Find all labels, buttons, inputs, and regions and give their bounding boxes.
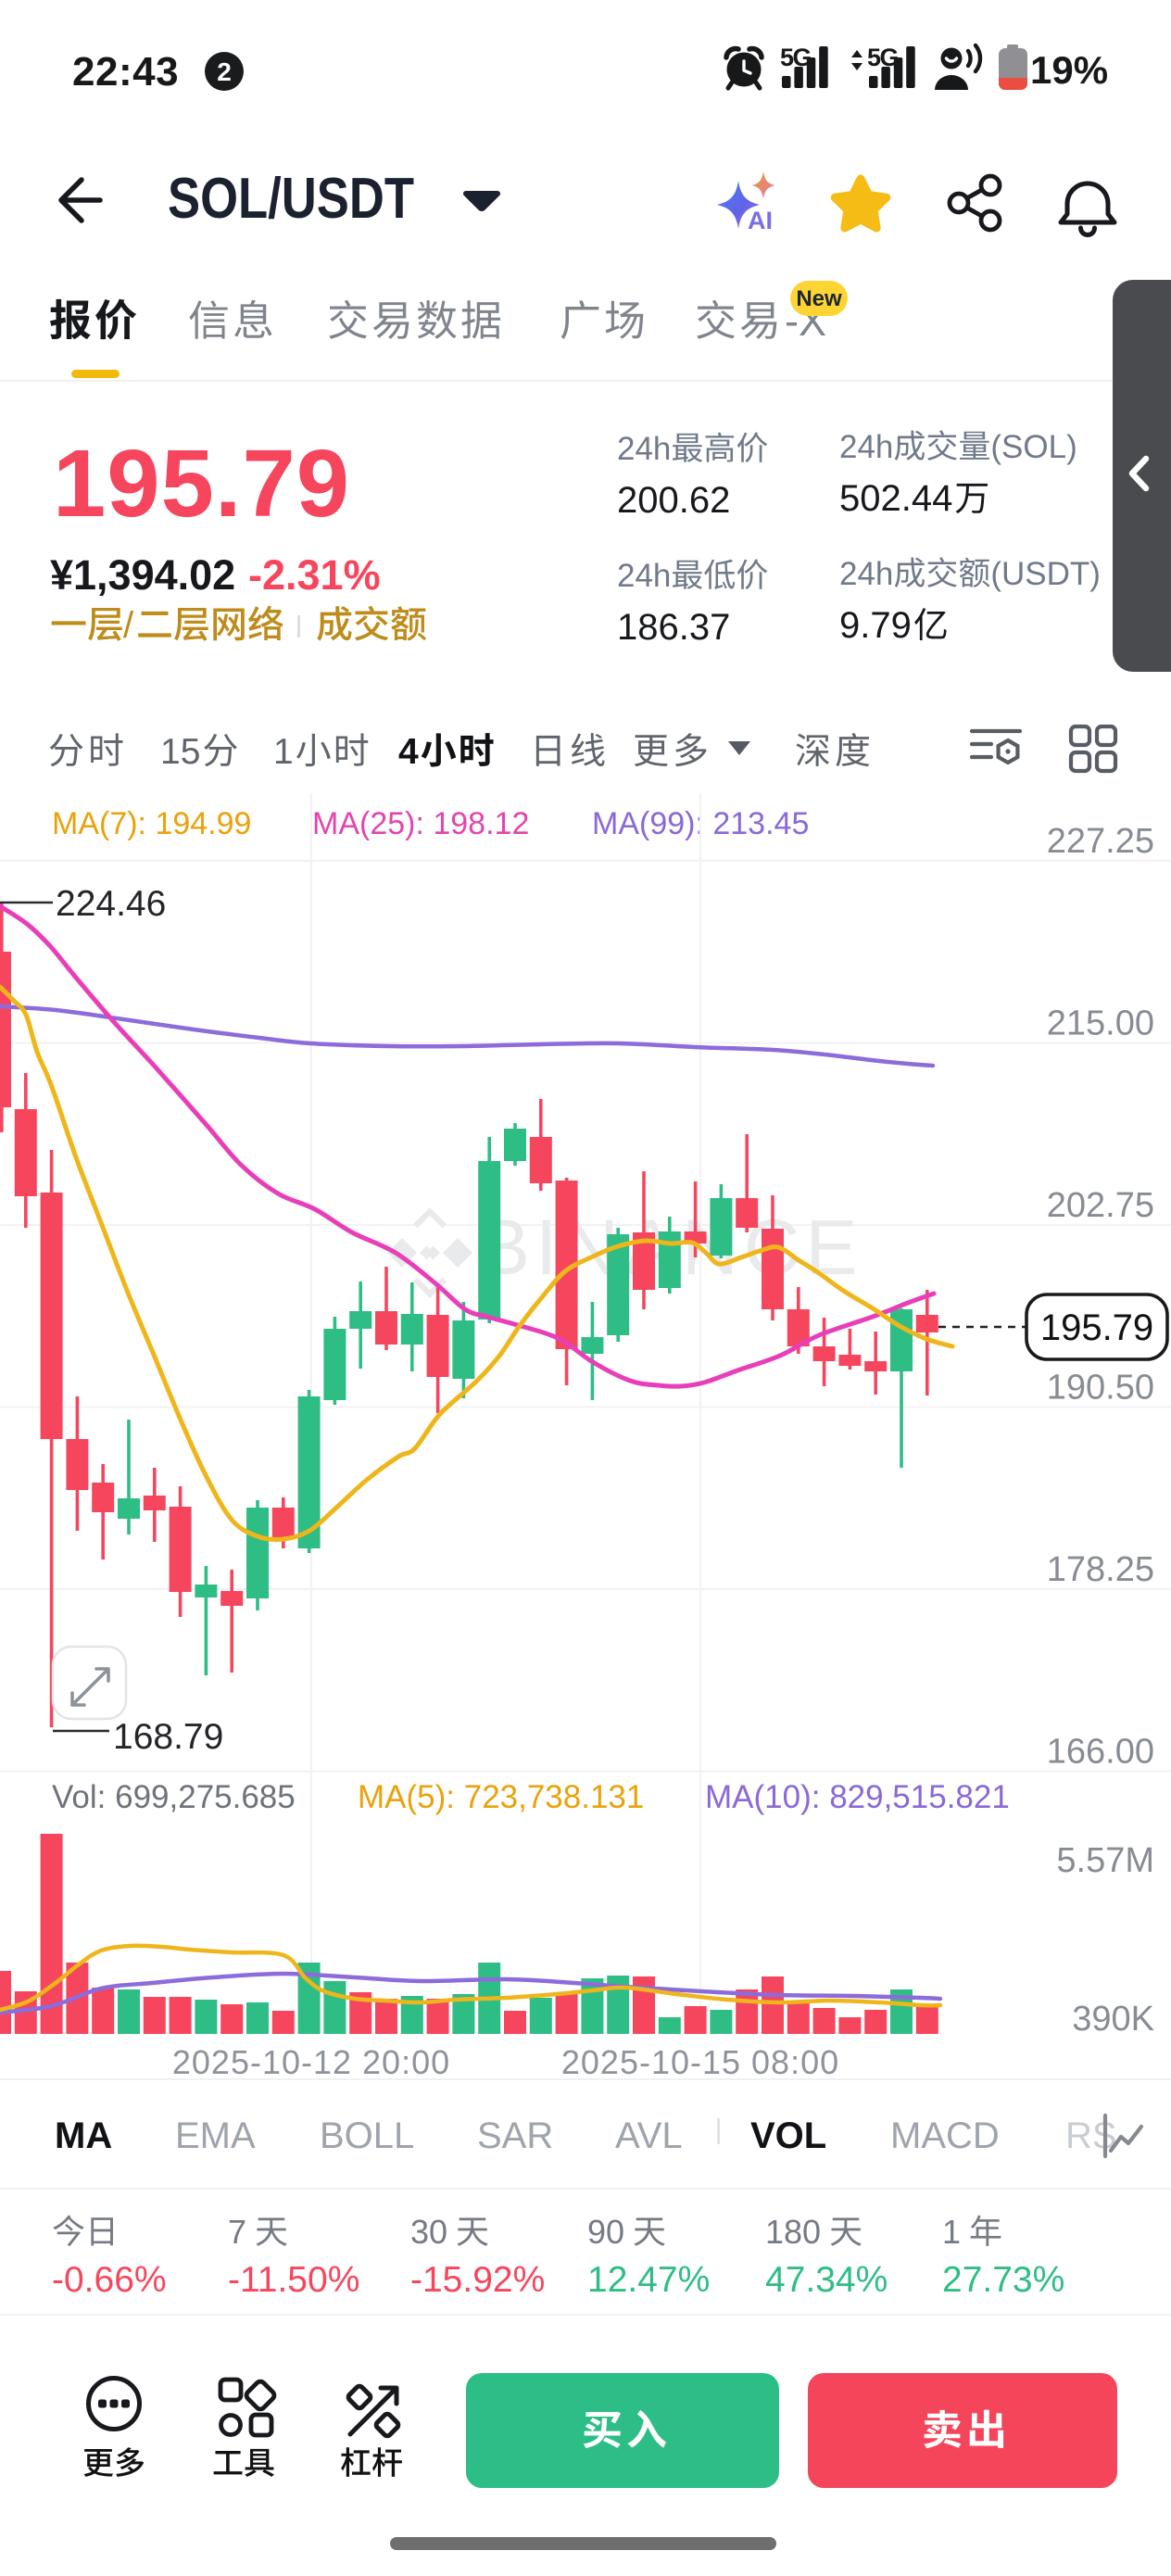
svg-text:12.47%: 12.47%: [587, 2260, 710, 2300]
svg-text:19%: 19%: [1030, 48, 1108, 92]
svg-text:RS: RS: [1065, 2115, 1117, 2156]
svg-text:AVL: AVL: [615, 2115, 683, 2156]
svg-text:22:43: 22:43: [72, 49, 179, 95]
svg-text:27.73%: 27.73%: [942, 2260, 1064, 2300]
svg-text:195.79: 195.79: [53, 430, 350, 537]
svg-text:24h: 24h: [839, 429, 893, 465]
svg-text:2: 2: [217, 57, 232, 86]
svg-text:202.75: 202.75: [1047, 1186, 1154, 1225]
svg-text:502.44: 502.44: [839, 478, 952, 519]
svg-text:MA(5): 723,738.131: MA(5): 723,738.131: [358, 1779, 644, 1815]
svg-text:224.46: 224.46: [56, 884, 166, 924]
svg-text:30: 30: [410, 2213, 447, 2251]
svg-text:MA(10): 829,515.821: MA(10): 829,515.821: [705, 1779, 1010, 1815]
svg-text:215.00: 215.00: [1047, 1004, 1154, 1043]
svg-text:SOL/USDT: SOL/USDT: [168, 167, 414, 231]
svg-text:178.25: 178.25: [1047, 1550, 1154, 1589]
svg-text:MA: MA: [55, 2115, 112, 2156]
svg-text:¥1,394.02: ¥1,394.02: [50, 551, 235, 599]
svg-text:7: 7: [228, 2213, 246, 2251]
svg-text:/: /: [123, 605, 134, 646]
svg-text:(USDT): (USDT): [990, 556, 1101, 592]
svg-text:24h: 24h: [617, 558, 671, 594]
svg-text:190.50: 190.50: [1047, 1369, 1154, 1408]
svg-text:24h: 24h: [617, 431, 671, 467]
svg-text:VOL: VOL: [750, 2115, 826, 2156]
svg-text:90: 90: [587, 2213, 624, 2251]
svg-text:390K: 390K: [1072, 2000, 1154, 2039]
svg-text:2025-10-15 08:00: 2025-10-15 08:00: [561, 2043, 839, 2081]
svg-text:MA(25): 198.12: MA(25): 198.12: [312, 806, 529, 841]
svg-text:200.62: 200.62: [617, 480, 730, 521]
svg-text:166.00: 166.00: [1047, 1733, 1154, 1772]
svg-text:1: 1: [942, 2213, 961, 2251]
svg-text:195.79: 195.79: [1040, 1307, 1153, 1348]
svg-text:SAR: SAR: [477, 2115, 553, 2156]
svg-text:15: 15: [160, 732, 200, 772]
svg-text:180: 180: [765, 2213, 821, 2251]
svg-text:47.34%: 47.34%: [765, 2260, 888, 2300]
svg-text:-0.66%: -0.66%: [52, 2260, 167, 2300]
svg-text:-15.92%: -15.92%: [410, 2260, 545, 2300]
svg-text:AI: AI: [748, 207, 773, 234]
svg-text:2025-10-12 20:00: 2025-10-12 20:00: [172, 2043, 450, 2081]
svg-text:-2.31%: -2.31%: [248, 551, 381, 599]
svg-text:9.79: 9.79: [839, 605, 912, 646]
svg-text:Vol: 699,275.685: Vol: 699,275.685: [52, 1779, 296, 1815]
svg-text:(SOL): (SOL): [990, 429, 1077, 465]
svg-text:227.25: 227.25: [1047, 822, 1154, 861]
svg-text:MACD: MACD: [890, 2115, 1000, 2156]
svg-text:BOLL: BOLL: [320, 2115, 414, 2156]
svg-text:4: 4: [398, 732, 419, 772]
svg-text:1: 1: [273, 732, 294, 772]
svg-text:24h: 24h: [839, 556, 893, 592]
svg-text:EMA: EMA: [175, 2115, 256, 2156]
svg-text:168.79: 168.79: [113, 1717, 223, 1757]
svg-text:186.37: 186.37: [617, 607, 730, 648]
svg-text:MA(7): 194.99: MA(7): 194.99: [52, 806, 251, 841]
svg-text:-11.50%: -11.50%: [228, 2260, 359, 2300]
svg-text:New: New: [796, 286, 842, 311]
svg-text:5.57M: 5.57M: [1056, 1841, 1154, 1880]
